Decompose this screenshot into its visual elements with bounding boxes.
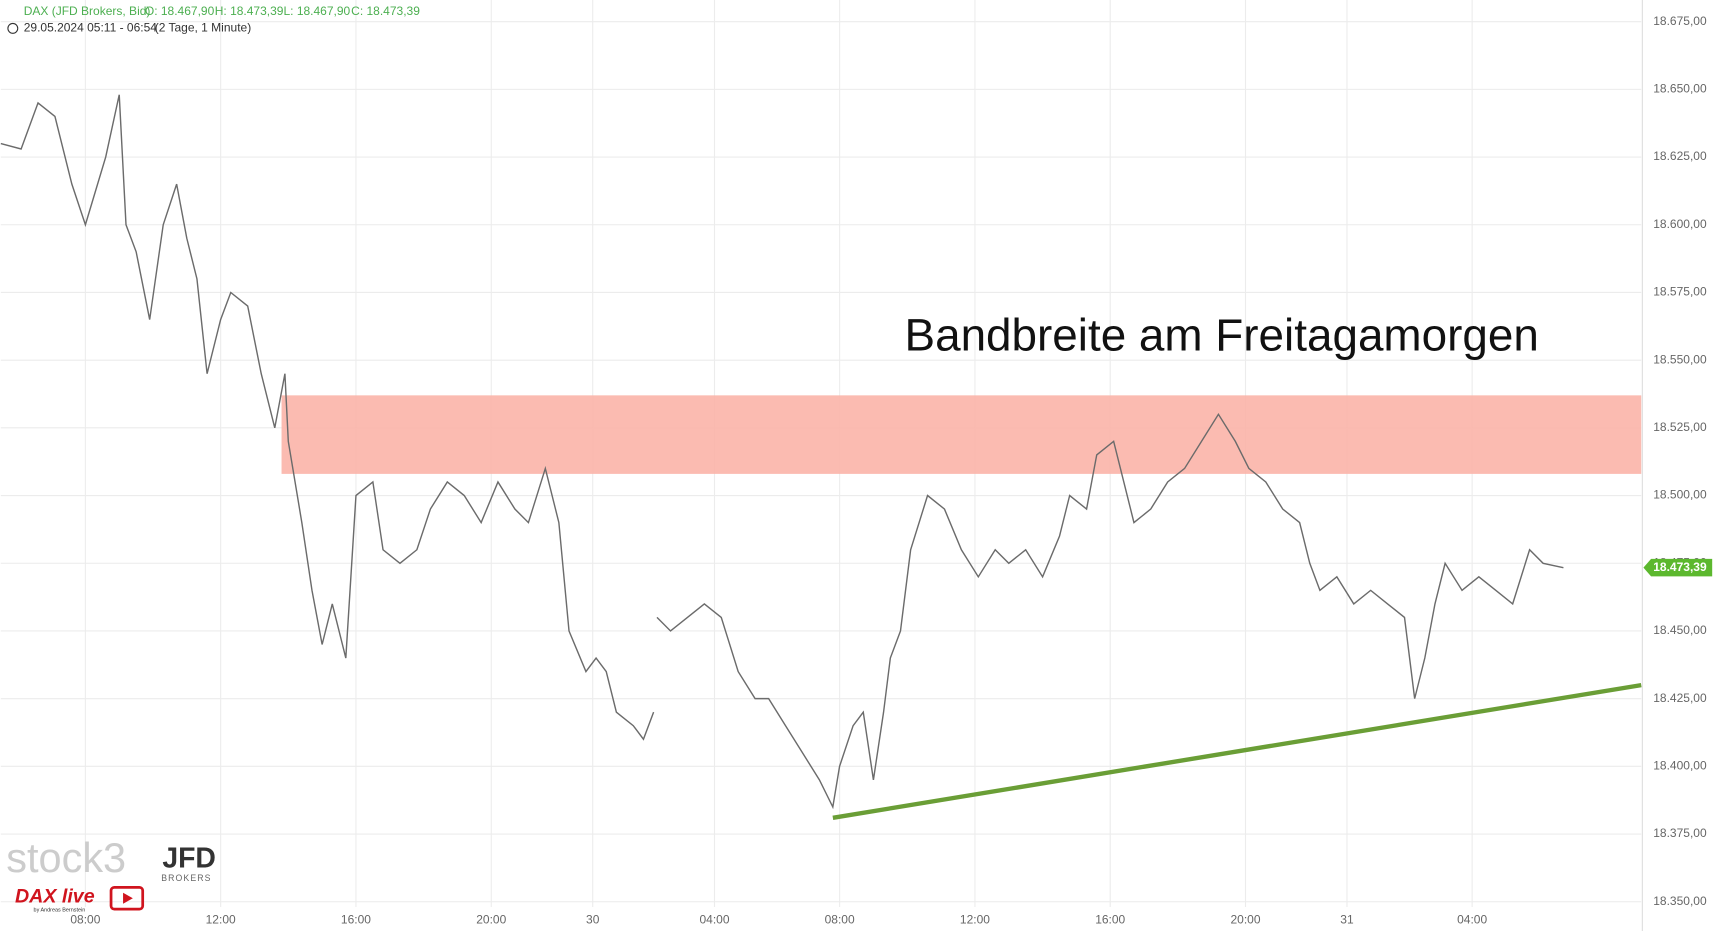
range-band bbox=[281, 395, 1642, 474]
watermark-text: by Andreas Bernstein bbox=[34, 908, 86, 914]
trendline bbox=[832, 682, 1642, 820]
x-tick-label: 12:00 bbox=[206, 912, 236, 926]
y-tick-label: 18.400,00 bbox=[1653, 759, 1707, 773]
ohlc: L: 18.467,90 bbox=[283, 4, 350, 18]
x-tick-label: 20:00 bbox=[1230, 912, 1260, 926]
x-tick-label: 08:00 bbox=[825, 912, 855, 926]
period: 29.05.2024 05:11 - 06:54 bbox=[24, 21, 158, 35]
y-tick-label: 18.675,00 bbox=[1653, 14, 1707, 28]
x-tick-label: 16:00 bbox=[341, 912, 371, 926]
y-tick-label: 18.425,00 bbox=[1653, 691, 1707, 705]
y-tick-label: 18.450,00 bbox=[1653, 623, 1707, 637]
watermark-text: JFD bbox=[162, 843, 216, 875]
watermark-text: BROKERS bbox=[161, 873, 211, 883]
instrument: DAX (JFD Brokers, Bid) bbox=[24, 4, 151, 18]
ohlc: H: 18.473,39 bbox=[215, 4, 284, 18]
y-tick-label: 18.625,00 bbox=[1653, 149, 1707, 163]
ohlc: O: 18.467,90 bbox=[145, 4, 215, 18]
watermark-text: DAX live bbox=[15, 885, 95, 907]
x-tick-label: 16:00 bbox=[1095, 912, 1125, 926]
annotation: Bandbreite am Freitagamorgen bbox=[905, 309, 1539, 360]
header: DAX (JFD Brokers, Bid) O: 18.467,90 H: 1… bbox=[7, 4, 420, 35]
y-tick-label: 18.500,00 bbox=[1653, 488, 1707, 502]
y-tick-label: 18.575,00 bbox=[1653, 285, 1707, 299]
watermark: stock3 JFD BROKERS DAX live by Andreas B… bbox=[6, 834, 216, 914]
last-price-tag bbox=[1643, 558, 1713, 577]
x-tick-label: 30 bbox=[586, 912, 600, 926]
y-tick-label: 18.600,00 bbox=[1653, 217, 1707, 231]
play-icon bbox=[109, 885, 145, 911]
x-tick-label: 20:00 bbox=[476, 912, 506, 926]
watermark-text: stock3 bbox=[6, 834, 126, 881]
x-tick-label: 31 bbox=[1340, 912, 1354, 926]
y-tick-label: 18.375,00 bbox=[1653, 826, 1707, 840]
price-line bbox=[656, 412, 1564, 810]
y-tick-label: 18.550,00 bbox=[1653, 352, 1707, 366]
last-price-label: 18.473,39 bbox=[1653, 560, 1707, 574]
price-line bbox=[0, 94, 655, 741]
x-tick-label: 12:00 bbox=[960, 912, 990, 926]
y-tick-label: 18.525,00 bbox=[1653, 420, 1707, 434]
interval: (2 Tage, 1 Minute) bbox=[155, 21, 252, 35]
play-icon bbox=[123, 892, 133, 904]
x-tick-label: 04:00 bbox=[699, 912, 729, 926]
ohlc: C: 18.473,39 bbox=[351, 4, 420, 18]
clock-icon bbox=[7, 22, 19, 34]
x-tick-label: 04:00 bbox=[1457, 912, 1487, 926]
y-tick-label: 18.650,00 bbox=[1653, 82, 1707, 96]
x-tick-label: 08:00 bbox=[70, 912, 100, 926]
y-tick-label: 18.350,00 bbox=[1653, 894, 1707, 908]
marks-layer bbox=[0, 94, 1642, 820]
